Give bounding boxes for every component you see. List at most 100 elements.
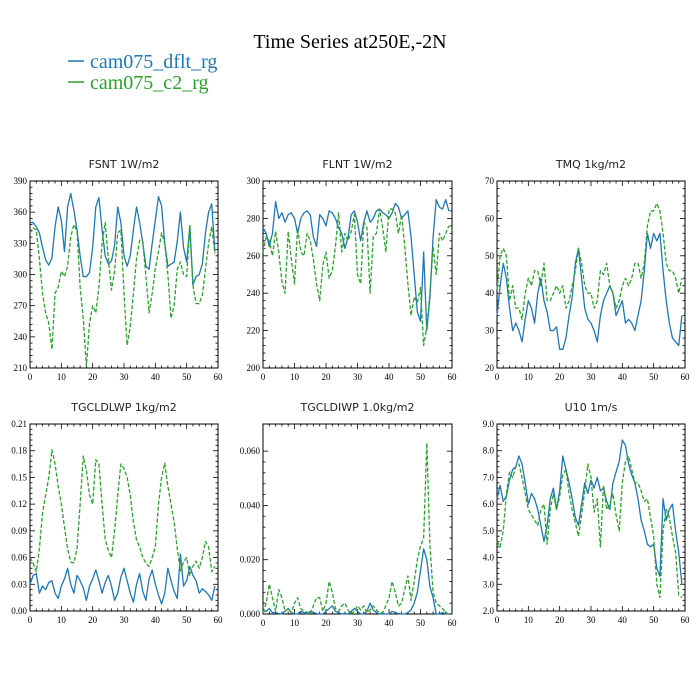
x-tick-label: 60	[448, 618, 458, 628]
x-tick-label: 30	[353, 372, 363, 382]
x-tick-label: 50	[649, 372, 659, 382]
y-tick-label: 70	[485, 176, 495, 186]
y-tick-label: 6.0	[483, 499, 495, 509]
panel-title: FSNT 1W/m2	[89, 158, 160, 171]
y-tick-label: 5.0	[483, 526, 495, 536]
x-tick-label: 20	[555, 615, 565, 625]
series-line-c2	[496, 455, 683, 599]
x-tick-label: 10	[290, 618, 300, 628]
panel-title: U10 1m/s	[565, 401, 618, 414]
x-tick-label: 0	[261, 372, 266, 382]
panel-title: FLNT 1W/m2	[322, 158, 392, 171]
x-tick-label: 0	[28, 615, 33, 625]
y-tick-label: 390	[14, 176, 28, 186]
series-line-dflt	[263, 548, 449, 615]
y-tick-label: 0.020	[240, 555, 261, 565]
x-tick-label: 20	[322, 618, 332, 628]
y-tick-label: 220	[247, 326, 261, 336]
chart-panel-4: TGCLDIWP 1.0kg/m2 0 10 20 30 40 50 60 0.000 0.020…	[240, 401, 457, 628]
panels: FSNT 1W/m20 10 20 30 40 50 6021024027030033036…	[11, 158, 690, 628]
x-tick-label: 50	[649, 615, 659, 625]
y-tick-label: 260	[247, 251, 261, 261]
x-tick-label: 40	[618, 372, 628, 382]
legend-label-c2: cam075_c2_rg	[90, 72, 209, 94]
chart-panel-5: U10 1m/s 0 10 20 30 40 50 60 2.0 3.0 4.0 5.0 6.0 7.0 8…	[483, 401, 690, 625]
y-tick-label: 9.0	[483, 419, 495, 429]
chart-panel-2: TMQ 1kg/m2 0 10 20 30 40 50 60 20 30 40 50 60 70	[485, 158, 690, 382]
y-tick-label: 0.000	[240, 609, 261, 619]
x-tick-label: 50	[416, 618, 426, 628]
x-tick-label: 40	[151, 372, 161, 382]
x-tick-label: 40	[385, 618, 395, 628]
y-tick-label: 40	[485, 288, 495, 298]
x-tick-label: 40	[618, 615, 628, 625]
x-tick-label: 60	[214, 615, 224, 625]
x-tick-label: 50	[416, 372, 426, 382]
series-line-dflt	[29, 553, 216, 605]
x-tick-label: 30	[587, 615, 597, 625]
y-tick-label: 0.00	[11, 606, 27, 616]
y-tick-label: 60	[485, 213, 495, 223]
x-tick-label: 50	[182, 372, 192, 382]
y-tick-label: 2.0	[483, 606, 495, 616]
y-tick-label: 240	[247, 288, 261, 298]
x-tick-label: 30	[120, 615, 130, 625]
y-tick-label: 300	[14, 270, 28, 280]
x-tick-label: 20	[322, 372, 332, 382]
x-tick-label: 0	[495, 372, 500, 382]
chart-panel-1: FLNT 1W/m2 0 10 20 30 40 50 60 200 220 240 260 280 30…	[247, 158, 458, 382]
x-tick-label: 0	[28, 372, 33, 382]
x-tick-label: 10	[290, 372, 300, 382]
x-tick-label: 10	[57, 372, 67, 382]
x-tick-label: 40	[151, 615, 161, 625]
series-line-c2	[262, 208, 450, 347]
y-tick-label: 50	[485, 251, 495, 261]
x-tick-label: 60	[681, 615, 691, 625]
x-tick-label: 0	[261, 618, 266, 628]
x-tick-label: 40	[385, 372, 395, 382]
x-tick-label: 30	[353, 618, 363, 628]
y-tick-label: 0.21	[11, 419, 27, 429]
series-line-c2	[29, 449, 216, 577]
y-tick-label: 0.06	[11, 553, 27, 563]
y-tick-label: 270	[14, 301, 28, 311]
chart-panel-0: FSNT 1W/m2 0 10 20 30 40 50 60 210 240 270 300 330 36…	[14, 158, 224, 382]
y-tick-label: 0.15	[11, 472, 27, 482]
panel-title: TGCLDIWP 1.0kg/m2	[299, 401, 414, 414]
y-tick-label: 0.12	[11, 499, 27, 509]
series-line-c2	[262, 442, 450, 615]
y-tick-label: 300	[247, 176, 261, 186]
chart-panel-3: TGCLDLWP 1kg/m2 0 10 20 30 40 50 60 0.00 0.03 0.06…	[11, 401, 223, 625]
series-line-dflt	[30, 192, 216, 286]
x-tick-label: 30	[587, 372, 597, 382]
x-tick-label: 20	[555, 372, 565, 382]
panel-title: TGCLDLWP 1kg/m2	[70, 401, 176, 414]
y-tick-label: 30	[485, 326, 495, 336]
series-line-c2	[496, 202, 683, 321]
x-tick-label: 20	[88, 372, 98, 382]
x-tick-label: 60	[681, 372, 691, 382]
y-tick-label: 200	[247, 363, 261, 373]
y-tick-label: 240	[14, 332, 28, 342]
panel-title: TMQ 1kg/m2	[555, 158, 626, 171]
series-line-dflt	[496, 439, 683, 585]
figure-title: Time Series at250E,-2N	[253, 31, 446, 53]
x-tick-label: 0	[495, 615, 500, 625]
y-tick-label: 20	[485, 363, 495, 373]
y-tick-label: 0.060	[240, 446, 261, 456]
y-tick-label: 280	[247, 213, 261, 223]
y-tick-label: 0.18	[11, 446, 27, 456]
legend: cam075_dflt_rg cam075_c2_rg	[68, 51, 217, 94]
y-tick-label: 0.040	[240, 500, 261, 510]
x-tick-label: 10	[524, 372, 534, 382]
y-tick-label: 210	[14, 363, 28, 373]
y-tick-label: 8.0	[483, 446, 495, 456]
series-line-dflt	[262, 199, 450, 332]
x-tick-label: 20	[88, 615, 98, 625]
series-line-c2	[29, 221, 216, 367]
x-tick-label: 60	[214, 372, 224, 382]
y-tick-label: 0.09	[11, 526, 27, 536]
legend-label-dflt: cam075_dflt_rg	[90, 51, 217, 73]
x-tick-label: 50	[182, 615, 192, 625]
